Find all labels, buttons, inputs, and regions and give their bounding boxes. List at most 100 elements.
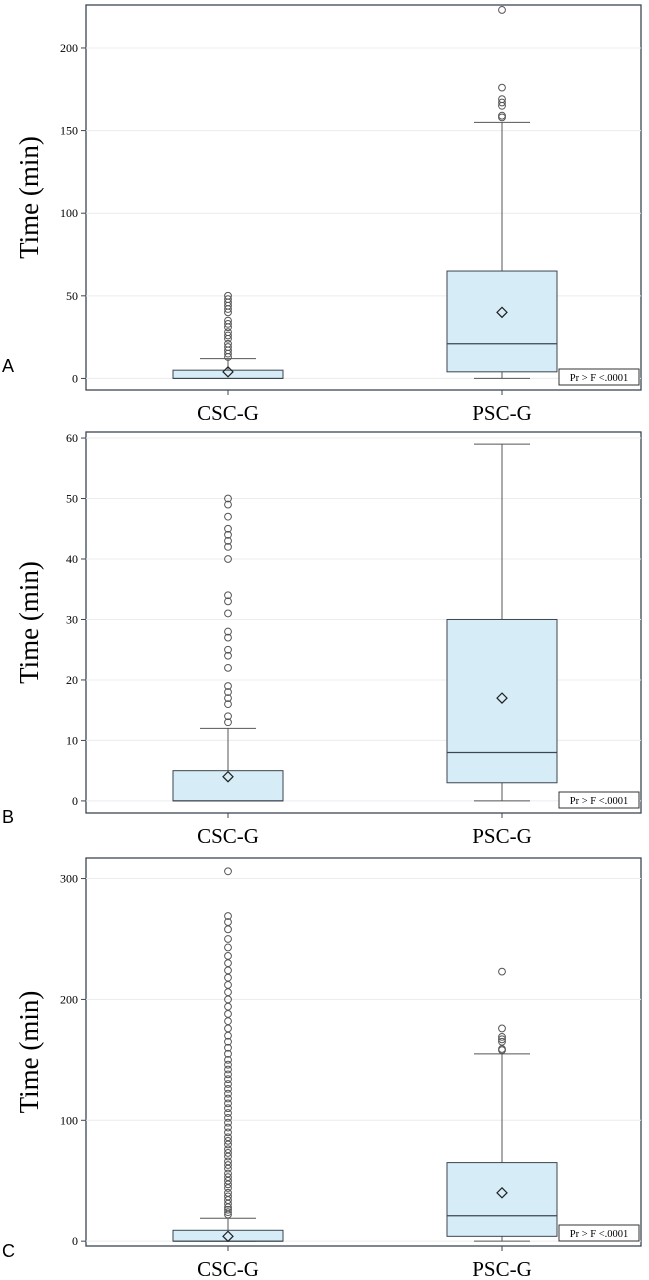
y-tick-label: 40: [66, 552, 78, 566]
outlier-point: [224, 1075, 232, 1084]
iqr-box: [446, 1162, 558, 1237]
panel-letter: B: [2, 807, 14, 827]
outlier-point: [224, 343, 232, 351]
outlier-point: [224, 609, 232, 618]
y-tick-label: 50: [66, 289, 78, 303]
outlier-point: [224, 316, 232, 325]
box-csc-g: [172, 867, 284, 1243]
outlier-point: [224, 1113, 232, 1122]
outlier-point: [224, 1060, 232, 1069]
box-csc-g: [172, 291, 284, 380]
outlier-point: [224, 555, 232, 563]
outlier-point: [224, 867, 232, 876]
y-tick-label: 0: [72, 1234, 78, 1248]
outlier-point: [224, 1055, 232, 1064]
y-tick-label: 200: [60, 41, 78, 55]
outlier-point: [224, 1049, 232, 1058]
outlier-point: [224, 1043, 232, 1052]
outlier-point: [224, 1205, 232, 1214]
outlier-point: [498, 98, 506, 107]
outlier-point: [224, 1037, 232, 1046]
outlier-point: [224, 633, 232, 642]
outlier-point: [498, 1024, 506, 1033]
mean-marker: [222, 770, 234, 783]
x-category-label: PSC-G: [472, 401, 532, 425]
outlier-point: [224, 1173, 232, 1182]
outlier-point: [224, 1136, 232, 1145]
plot-frame: [85, 857, 642, 1247]
outlier-point: [498, 1032, 506, 1041]
mean-marker: [496, 692, 508, 704]
outlier-point: [224, 536, 232, 545]
outlier-point: [224, 1188, 232, 1197]
outlier-point: [224, 1149, 232, 1157]
outlier-point: [224, 512, 232, 521]
p-value-text: Pr > F <.0001: [570, 796, 629, 807]
outlier-point: [224, 597, 232, 606]
chart-panel-a: 0 50 100 150 200 Time (min) A CSC-G PSC-G Pr > F …: [2, 4, 642, 425]
chart-panel-b: 0 10 20 30 40 50 60 Time (min) B CSC-G PSC-G Pr > F…: [2, 431, 642, 848]
outlier-point: [224, 1192, 232, 1201]
x-category-label: CSC-G: [197, 1257, 259, 1280]
outlier-point: [224, 1080, 232, 1088]
p-value-box: [558, 368, 640, 386]
y-tick-label: 30: [66, 612, 78, 626]
outlier-point: [224, 694, 232, 702]
y-axis-label: Time (min): [14, 991, 44, 1114]
outlier-point: [224, 320, 232, 328]
y-tick-label: 50: [66, 492, 78, 506]
iqr-box: [446, 618, 558, 784]
outlier-point: [498, 95, 506, 104]
outlier-point: [498, 1035, 506, 1044]
outlier-point: [224, 935, 232, 943]
outlier-point: [224, 1123, 232, 1132]
panel-letter: C: [2, 1241, 15, 1261]
outlier-point: [224, 1169, 232, 1178]
outlier-point: [498, 111, 506, 120]
outlier-point: [224, 1099, 232, 1108]
outlier-point: [224, 1089, 232, 1098]
outlier-point: [498, 967, 506, 976]
mean-marker: [222, 1230, 234, 1243]
outlier-point: [224, 688, 232, 696]
y-tick-label: 0: [72, 794, 78, 808]
p-value-box: [558, 1224, 640, 1242]
outlier-point: [224, 543, 232, 551]
outlier-point: [224, 912, 232, 920]
box-psc-g: [446, 443, 558, 802]
y-tick-label: 150: [60, 124, 78, 138]
box-csc-g: [172, 494, 284, 802]
outlier-point: [224, 918, 232, 926]
outlier-point: [224, 339, 232, 348]
outlier-point: [224, 952, 232, 960]
outlier-point: [224, 530, 232, 539]
outlier-point: [498, 1037, 506, 1046]
outlier-point: [224, 663, 232, 672]
y-tick-label: 300: [60, 872, 78, 886]
outlier-point: [224, 500, 232, 509]
y-tick-label: 100: [60, 1113, 78, 1127]
outlier-point: [224, 331, 232, 340]
plot-frame: [85, 4, 642, 391]
plot-frame: [85, 431, 642, 814]
outlier-point: [224, 295, 232, 304]
outlier-point: [224, 1133, 232, 1142]
panel-letter: A: [2, 356, 14, 376]
x-category-label: CSC-G: [197, 401, 259, 425]
box-psc-g: [446, 6, 558, 379]
y-tick-label: 60: [66, 431, 78, 445]
p-value-text: Pr > F <.0001: [570, 373, 629, 384]
outlier-point: [224, 1157, 232, 1166]
outlier-point: [224, 700, 232, 709]
iqr-box: [172, 770, 284, 802]
outlier-point: [224, 291, 232, 300]
mean-marker: [496, 1186, 508, 1199]
outlier-point: [224, 712, 232, 721]
y-tick-label: 0: [72, 371, 78, 385]
outlier-point: [224, 943, 232, 952]
outlier-point: [498, 83, 506, 92]
x-category-label: CSC-G: [197, 824, 259, 848]
p-value-box: [558, 791, 640, 809]
outlier-point: [224, 651, 232, 660]
